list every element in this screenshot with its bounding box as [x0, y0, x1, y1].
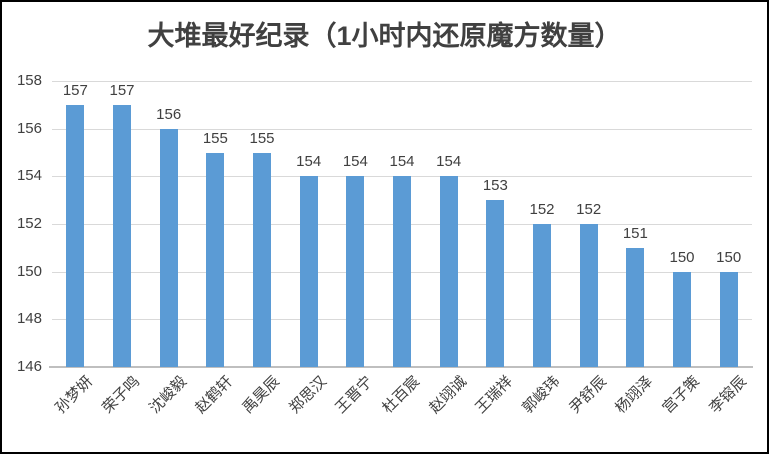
- bar-荣子鸣: [113, 104, 131, 367]
- x-axis: 孙梦妍 荣子鸣 沈峻毅 赵鹤轩 禹昊辰 郑思汉 王晋宁 杜百宸 赵翊诚 王瑞祥 郭峻玮 尹舒辰 杨翊泽宫…: [52, 373, 752, 452]
- bar-value-label: 156: [156, 105, 182, 123]
- gridline-158: [52, 81, 752, 82]
- bar-value-label: 154: [389, 153, 415, 171]
- bar-value-label: 157: [62, 81, 88, 99]
- bar-赵翊诚: [439, 176, 458, 367]
- bar-value-label: 154: [436, 153, 462, 171]
- y-axis: 146 148 150 152 154 156 158: [2, 72, 45, 375]
- bar-value-label: 151: [622, 224, 648, 242]
- x-tick-label-尹舒辰: 尹舒辰: [565, 373, 610, 417]
- bar-value-label: 154: [342, 153, 368, 171]
- plot-area: 157 157 156 155 155 154 154 154 154 153 152 152 151 1…: [49, 81, 753, 368]
- x-tick-label-杨翊泽: 杨翊泽: [612, 373, 657, 417]
- x-tick-label-赵鹤轩: 赵鹤轩: [192, 373, 237, 417]
- y-tick-label-156: 156: [16, 119, 42, 137]
- bar-尹舒辰: [579, 224, 598, 367]
- x-tick-label-荣子鸣: 荣子鸣: [99, 373, 144, 417]
- x-tick-label-王瑞祥: 王瑞祥: [472, 373, 517, 417]
- chart-title: 大堆最好纪录（1小时内还原魔方数量）: [147, 21, 622, 51]
- x-tick-label-杜百宸: 杜百宸: [379, 373, 424, 417]
- bar-value-label: 157: [109, 81, 135, 99]
- gridline-156: [52, 128, 752, 130]
- x-tick-label-孙梦妍: 孙梦妍: [52, 373, 97, 417]
- x-tick-label-李镕辰: 李镕辰: [705, 373, 750, 417]
- x-tick-label-赵翊诚: 赵翊诚: [425, 373, 470, 417]
- bar-value-label: 154: [296, 153, 322, 171]
- bar-杜百宸: [393, 176, 411, 367]
- bar-value-label: 150: [669, 248, 695, 266]
- x-tick-label-郑思汉: 郑思汉: [285, 373, 330, 417]
- bar-郭峻玮: [533, 224, 551, 367]
- x-tick-label-郭峻玮: 郭峻玮: [519, 373, 564, 417]
- x-tick-label-沈峻毅: 沈峻毅: [145, 373, 190, 417]
- y-tick-label-150: 150: [16, 262, 42, 280]
- bar-王瑞祥: [486, 200, 505, 367]
- y-tick-label-158: 158: [16, 72, 42, 89]
- bar-禹昊辰: [253, 152, 271, 367]
- bar-value-label: 150: [716, 248, 742, 266]
- bar-孙梦妍: [66, 104, 85, 367]
- bar-value-label: 152: [576, 201, 602, 218]
- bar-赵鹤轩: [206, 152, 225, 367]
- x-tick-label-禹昊辰: 禹昊辰: [239, 373, 284, 417]
- bar-宫子策: [673, 271, 691, 367]
- y-tick-label-148: 148: [16, 310, 42, 328]
- bar-value-label: 153: [482, 177, 508, 195]
- y-tick-label-152: 152: [16, 215, 42, 232]
- bar-沈峻毅: [159, 128, 178, 367]
- x-tick-label-王晋宁: 王晋宁: [332, 373, 377, 417]
- bar-value-label: 155: [202, 129, 228, 147]
- y-tick-label-146: 146: [16, 358, 42, 375]
- bar-李镕辰: [719, 271, 738, 367]
- bar-杨翊泽: [626, 247, 645, 367]
- bar-value-label: 155: [249, 129, 275, 147]
- bar-value-label: 152: [529, 201, 555, 218]
- y-tick-label-154: 154: [16, 167, 42, 185]
- bar-郑思汉: [299, 176, 318, 367]
- x-tick-label-宫子策: 宫子策: [659, 373, 704, 417]
- x-axis-line: [49, 366, 753, 368]
- bar-王晋宁: [346, 176, 365, 367]
